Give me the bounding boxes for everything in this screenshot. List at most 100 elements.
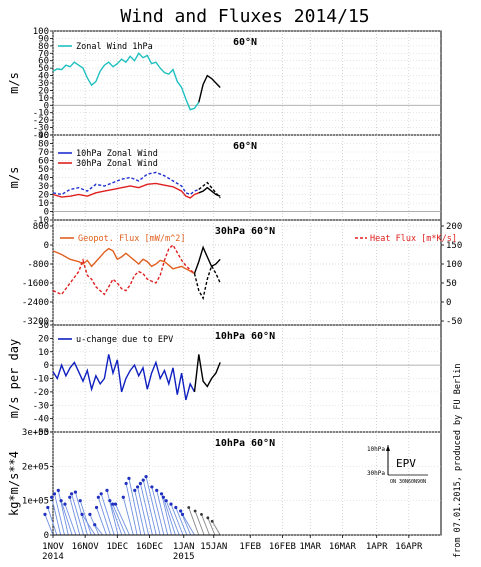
- series-line-forecast: [193, 264, 221, 301]
- y-tick-label: -50: [33, 428, 49, 438]
- epv-vector-head: [164, 499, 168, 503]
- epv-vector-head: [59, 499, 63, 503]
- epv-vector-head: [52, 492, 57, 496]
- epv-vector-head: [93, 523, 97, 527]
- epv-vector-head: [127, 476, 131, 480]
- y-tick-label: 3e+05: [22, 428, 49, 438]
- series-line-forecast: [198, 181, 221, 199]
- epv-vector-forecast: [207, 517, 216, 536]
- x-year-label: 2015: [173, 552, 195, 562]
- x-tick-label: 16MAR: [329, 542, 357, 552]
- y-tick-label: -20: [33, 388, 49, 398]
- series-line-forecast: [198, 186, 221, 197]
- epv-vector-head: [99, 492, 103, 496]
- inset-y-label: 10hPa: [367, 446, 385, 453]
- epv-vector-head: [135, 485, 140, 489]
- epv-vector-forecast: [188, 507, 200, 536]
- inset-epv-label: EPV: [396, 457, 416, 470]
- y-tick-label: 100: [446, 260, 462, 270]
- legend-label: Geopot. Flux [mW/m^2]: [78, 234, 185, 244]
- y-tick-label: 20: [38, 334, 49, 344]
- y-tick-label: 800: [33, 222, 49, 232]
- y-tick-label: 0: [44, 101, 49, 111]
- epv-vector-head: [80, 512, 84, 517]
- epv-vector: [115, 503, 130, 536]
- epv-vector: [47, 507, 58, 536]
- y-tick-label: 0: [44, 361, 49, 371]
- x-tick-label: 1JAN: [173, 542, 195, 552]
- epv-vector: [125, 483, 138, 536]
- epv-vector: [162, 497, 176, 536]
- epv-vector: [79, 500, 92, 536]
- epv-vector: [109, 500, 123, 536]
- series-line-zonal-1hpa: [52, 52, 200, 111]
- epv-vector-forecast: [201, 514, 210, 536]
- epv-vector-head: [187, 506, 191, 509]
- epv-vector-head: [138, 481, 143, 486]
- legend-label: Zonal Wind 1hPa: [76, 42, 153, 52]
- epv-vector: [151, 486, 165, 536]
- y-tick-label: -30: [33, 401, 49, 411]
- y-tick-label: -10: [33, 109, 49, 119]
- epv-vector: [44, 514, 54, 536]
- epv-vector: [81, 514, 96, 536]
- epv-vector-head: [94, 505, 99, 510]
- epv-vector-head: [169, 502, 173, 506]
- y-tick-label: -2400: [22, 298, 49, 308]
- epv-vector: [182, 514, 195, 536]
- y-tick-label: 200: [446, 222, 462, 232]
- epv-vector: [161, 493, 172, 536]
- epv-vector: [94, 524, 104, 536]
- y-tick-label: -3200: [22, 317, 49, 327]
- series-line-forecast: [193, 354, 221, 392]
- panel-title: 10hPa 60°N: [215, 438, 275, 449]
- y-tick-label: 80: [38, 140, 49, 150]
- y-tick-label: 2e+05: [22, 462, 49, 472]
- epv-vector-head: [108, 499, 112, 503]
- epv-vector-head: [193, 509, 197, 513]
- epv-vector-head: [174, 505, 178, 510]
- y-tick-label: 1e+05: [22, 497, 49, 507]
- y-tick-label: 30: [38, 182, 49, 192]
- y-tick-label: 40: [38, 174, 49, 184]
- epv-vector-head: [141, 478, 145, 482]
- epv-vector-head: [133, 488, 137, 492]
- y-tick-label: 70: [38, 49, 49, 59]
- epv-vector-head: [161, 495, 165, 499]
- y-tick-label: -10: [33, 375, 49, 385]
- series-line-heat-flux: [52, 243, 195, 296]
- panel-title: 30hPa 60°N: [215, 226, 275, 237]
- x-tick-label: 16NOV: [72, 542, 100, 552]
- y-axis-label: m/s per day: [7, 339, 21, 418]
- y-tick-label: 90: [38, 34, 49, 44]
- x-tick-label: 16FEB: [269, 542, 296, 552]
- y-tick-label: 60: [38, 57, 49, 67]
- y-tick-label: -40: [33, 415, 49, 425]
- series-line-zonal-10hpa: [52, 171, 200, 196]
- y-tick-label: -30: [33, 124, 49, 134]
- epv-vector: [60, 500, 73, 536]
- x-tick-label: 1MAR: [299, 542, 321, 552]
- epv-vector-head: [150, 485, 154, 489]
- epv-vector: [57, 490, 69, 536]
- inset-x-label: ON 30N60N90N: [390, 479, 426, 485]
- y-tick-label: 50: [446, 279, 457, 289]
- y-tick-label: 30: [38, 79, 49, 89]
- epv-vector-head: [73, 490, 78, 494]
- x-year-label: 2014: [42, 552, 64, 562]
- epv-vector-head: [88, 512, 92, 517]
- y-tick-label: 20: [38, 86, 49, 96]
- y-tick-label: 80: [38, 42, 49, 52]
- y-tick-label: 0: [44, 241, 49, 251]
- epv-vector: [69, 497, 81, 536]
- epv-vector-head: [63, 502, 67, 506]
- epv-vector-head: [113, 502, 118, 506]
- legend-label: 10hPa Zonal Wind: [76, 149, 158, 159]
- y-tick-label: 10: [38, 199, 49, 209]
- y-tick-label: 150: [446, 241, 462, 251]
- figure-title: Wind and Fluxes 2014/15: [120, 6, 369, 27]
- y-tick-label: -1600: [22, 279, 49, 289]
- y-tick-label: -20: [33, 116, 49, 126]
- epv-vector-head: [46, 505, 50, 510]
- y-tick-label: 70: [38, 148, 49, 158]
